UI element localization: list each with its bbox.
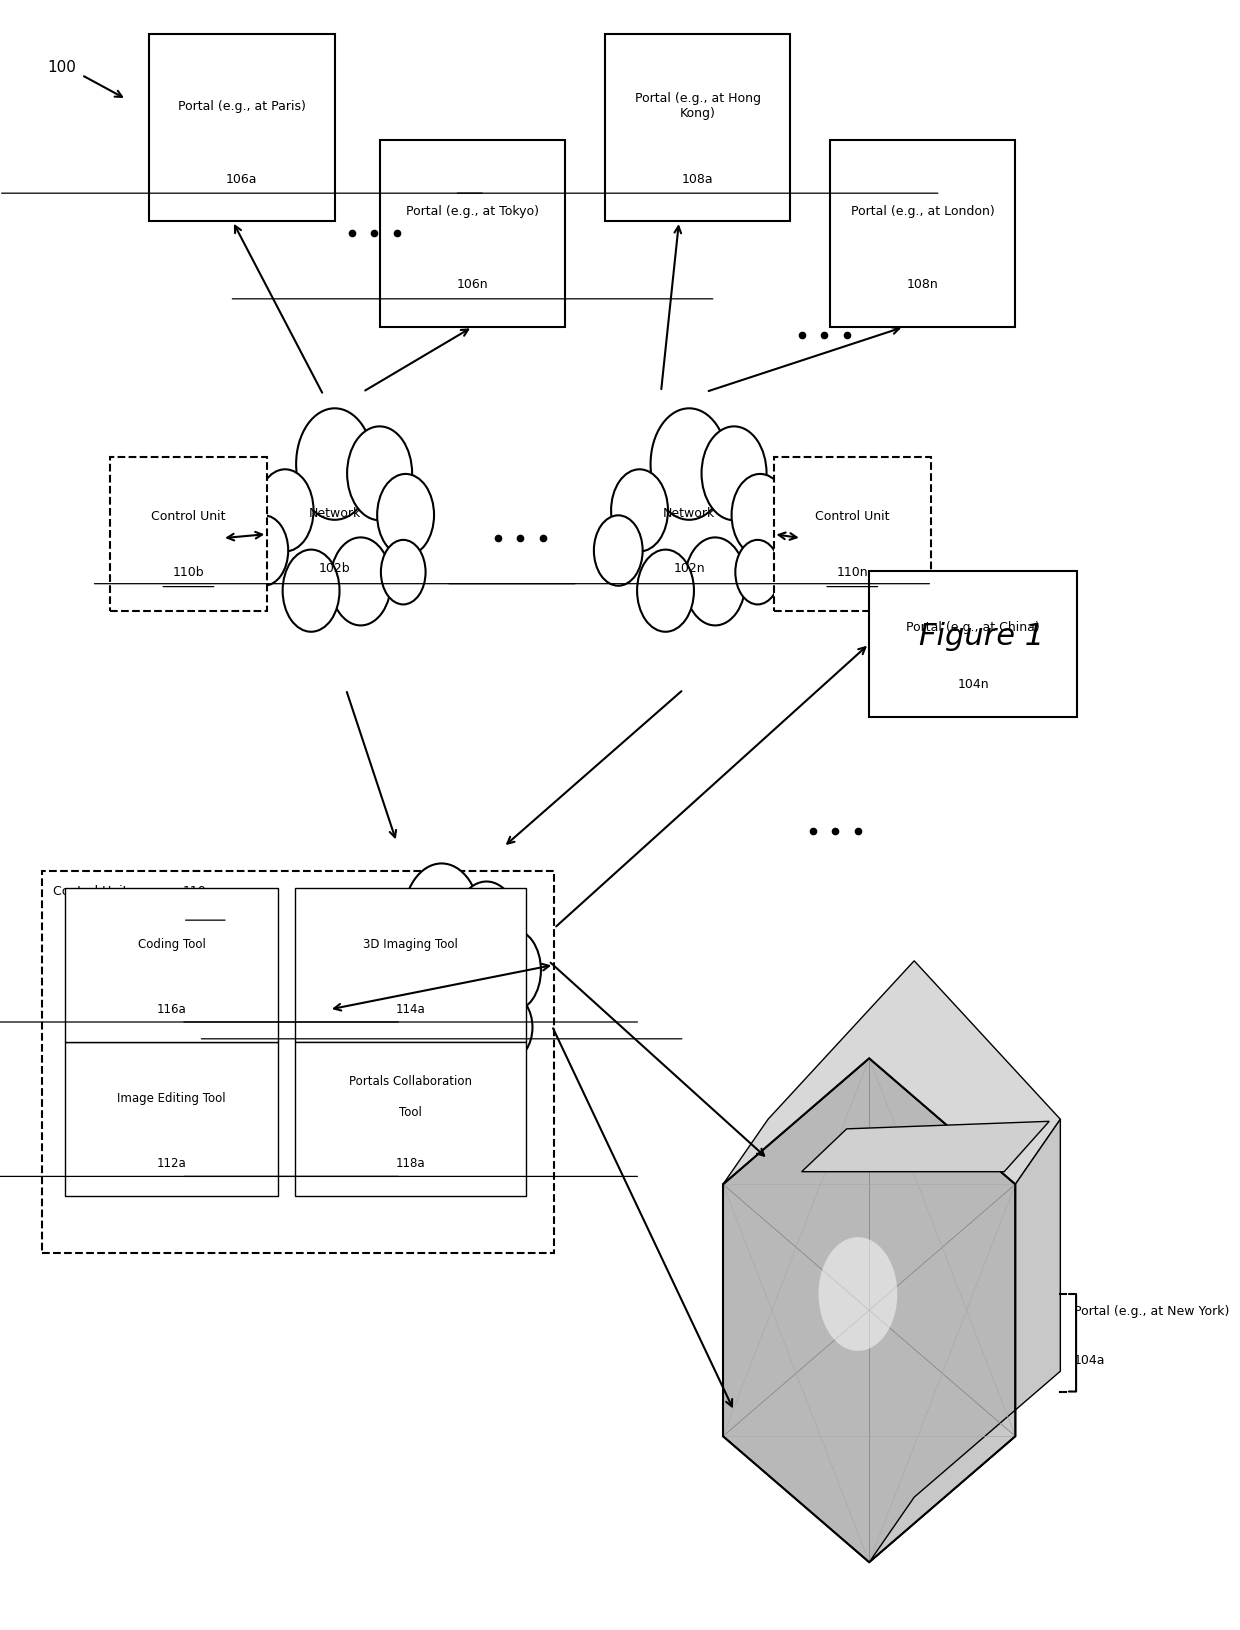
Text: 112a: 112a bbox=[156, 1156, 186, 1169]
Text: Control Unit: Control Unit bbox=[53, 885, 128, 898]
Text: Portals Collaboration: Portals Collaboration bbox=[350, 1074, 472, 1087]
Text: 110a: 110a bbox=[182, 885, 215, 898]
Text: Portal (e.g., at London): Portal (e.g., at London) bbox=[851, 205, 994, 218]
Text: 106a: 106a bbox=[226, 173, 258, 186]
Text: Coding Tool: Coding Tool bbox=[138, 937, 206, 950]
FancyBboxPatch shape bbox=[379, 140, 565, 328]
Text: 102n: 102n bbox=[673, 562, 706, 575]
Text: 102a: 102a bbox=[425, 1017, 458, 1030]
Text: 116a: 116a bbox=[156, 1002, 186, 1015]
Polygon shape bbox=[723, 962, 1060, 1185]
Text: 108n: 108n bbox=[906, 279, 939, 292]
Text: 3D Imaging Tool: 3D Imaging Tool bbox=[363, 937, 458, 950]
FancyBboxPatch shape bbox=[869, 572, 1078, 717]
Text: Tool: Tool bbox=[399, 1105, 422, 1118]
Text: Portal (e.g., at Paris): Portal (e.g., at Paris) bbox=[179, 99, 306, 112]
Text: Network: Network bbox=[663, 507, 715, 520]
Polygon shape bbox=[869, 1120, 1060, 1562]
FancyBboxPatch shape bbox=[295, 888, 526, 1043]
Text: Control Unit: Control Unit bbox=[815, 510, 889, 523]
Text: 100: 100 bbox=[48, 60, 77, 75]
Text: Portal (e.g., at New York): Portal (e.g., at New York) bbox=[1074, 1304, 1229, 1317]
Text: 118a: 118a bbox=[396, 1156, 425, 1169]
FancyBboxPatch shape bbox=[605, 36, 790, 222]
FancyBboxPatch shape bbox=[64, 888, 279, 1043]
Polygon shape bbox=[802, 1121, 1049, 1172]
Text: Network: Network bbox=[415, 962, 467, 975]
Text: 110b: 110b bbox=[172, 566, 205, 579]
Text: Image Editing Tool: Image Editing Tool bbox=[118, 1092, 226, 1105]
Text: 114a: 114a bbox=[396, 1002, 425, 1015]
Text: 102b: 102b bbox=[319, 562, 351, 575]
Text: Portal (e.g., at China): Portal (e.g., at China) bbox=[906, 621, 1040, 634]
Text: Portal (e.g., at Tokyo): Portal (e.g., at Tokyo) bbox=[405, 205, 539, 218]
Text: 104n: 104n bbox=[957, 678, 990, 691]
Text: Portal (e.g., at Hong
Kong): Portal (e.g., at Hong Kong) bbox=[635, 93, 760, 121]
FancyBboxPatch shape bbox=[64, 1043, 279, 1196]
FancyBboxPatch shape bbox=[295, 1043, 526, 1196]
Polygon shape bbox=[723, 1058, 1016, 1562]
Circle shape bbox=[818, 1237, 898, 1351]
FancyBboxPatch shape bbox=[830, 140, 1016, 328]
FancyBboxPatch shape bbox=[42, 872, 554, 1253]
FancyBboxPatch shape bbox=[109, 458, 267, 611]
FancyBboxPatch shape bbox=[774, 458, 931, 611]
Text: Control Unit: Control Unit bbox=[151, 510, 226, 523]
Text: 108a: 108a bbox=[682, 173, 713, 186]
Text: 106n: 106n bbox=[456, 279, 489, 292]
Text: Network: Network bbox=[309, 507, 361, 520]
FancyBboxPatch shape bbox=[149, 36, 335, 222]
Text: Figure 1: Figure 1 bbox=[919, 621, 1044, 650]
Text: 110n: 110n bbox=[837, 566, 868, 579]
Text: 104a: 104a bbox=[1074, 1353, 1106, 1366]
